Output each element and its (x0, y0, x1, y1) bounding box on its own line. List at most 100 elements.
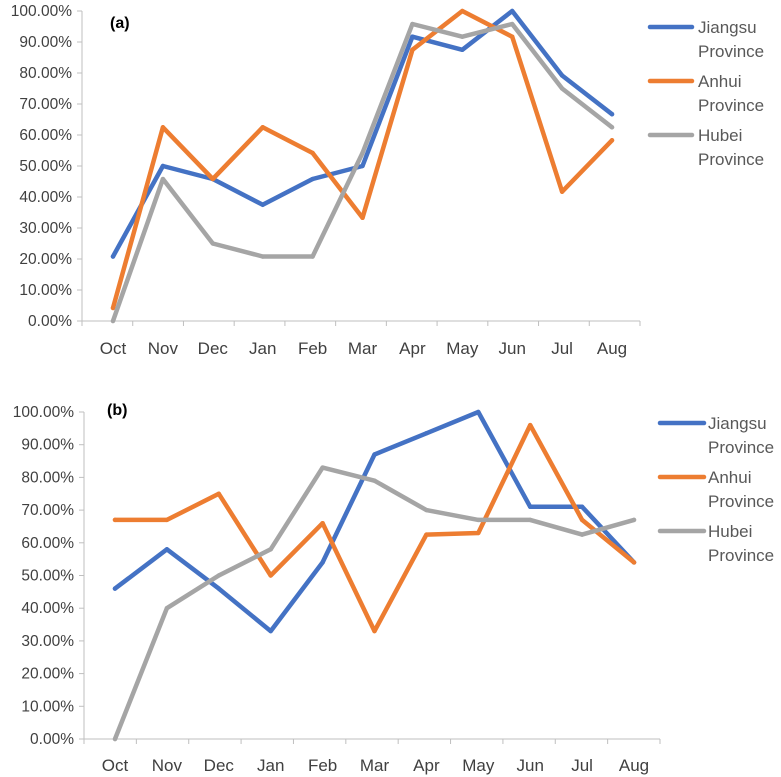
data-point (579, 517, 585, 523)
chart-panel-b: 0.00% 10.00% 20.00% 30.00% 40.00% 50.00% 60.00… (13, 402, 774, 775)
y-tick-label: 10.00% (19, 282, 72, 299)
x-tick-label: Feb (308, 756, 337, 775)
data-point (559, 73, 565, 78)
data-point (310, 254, 315, 259)
y-tick-label: 90.00% (19, 34, 72, 51)
x-tick-label: Jul (551, 339, 573, 358)
x-tick-label: Jun (498, 339, 525, 358)
panel-label: (b) (107, 402, 127, 419)
x-tick-label: Aug (619, 756, 649, 775)
data-point (210, 176, 215, 182)
y-tick-label: 10.00% (21, 698, 74, 715)
data-point (424, 431, 429, 436)
data-point (460, 8, 465, 14)
y-tick-label: 100.00% (11, 3, 72, 20)
data-point (410, 21, 415, 27)
data-point (631, 517, 637, 523)
data-point (216, 491, 221, 496)
data-point (360, 163, 365, 169)
x-tick-label: May (446, 339, 479, 358)
chart-panel-a: 0.00% 10.00% 20.00% 30.00% 40.00% 50.00% 60.00… (11, 3, 764, 358)
data-point (609, 125, 615, 130)
y-tick-label: 40.00% (21, 600, 74, 617)
data-point (510, 8, 515, 14)
data-point (559, 86, 565, 91)
y-tick-label: 80.00% (21, 469, 74, 486)
legend: Jiangsu Province Anhui Province Hubei Provinc… (647, 18, 764, 169)
data-point (579, 504, 585, 510)
x-tick-label: Nov (148, 339, 179, 358)
y-tick-label: 0.00% (30, 731, 74, 748)
y-tick-label: 70.00% (19, 96, 72, 113)
legend-label: Province (698, 150, 764, 169)
data-point (310, 176, 315, 182)
data-point (360, 215, 365, 220)
data-point (310, 150, 315, 156)
legend: Jiangsu Province Anhui Province Hubei Provinc… (657, 414, 774, 565)
data-point (528, 504, 533, 510)
y-tick-label: 80.00% (19, 65, 72, 82)
data-point (320, 520, 325, 526)
legend-label: Province (708, 546, 774, 565)
y-tick-label: 90.00% (21, 437, 74, 454)
panel-label: (a) (110, 15, 130, 32)
data-point (110, 254, 116, 259)
x-tick-label: Apr (413, 756, 440, 775)
legend-label: Anhui (698, 72, 741, 91)
data-point (160, 176, 166, 182)
x-tick-label: Dec (198, 339, 229, 358)
data-point (112, 736, 118, 742)
y-tick-label: 60.00% (21, 535, 74, 552)
y-tick-label: 30.00% (19, 220, 72, 237)
data-point (164, 517, 170, 523)
y-tick-label: 40.00% (19, 189, 72, 206)
data-point (609, 112, 615, 117)
data-point (372, 628, 377, 634)
x-tick-label: Dec (204, 756, 235, 775)
data-point (260, 202, 265, 207)
y-tick-label: 70.00% (21, 502, 74, 519)
data-point (268, 628, 273, 634)
series-line-jiangsu-province (112, 409, 637, 634)
data-point (268, 573, 273, 578)
legend-label: Province (698, 42, 764, 61)
data-point (372, 452, 377, 457)
legend-label: Province (708, 492, 774, 511)
data-point (110, 305, 116, 311)
data-point (112, 586, 118, 591)
legend-label: Jiangsu (698, 18, 757, 37)
x-tick-label: Jan (249, 339, 276, 358)
data-point (320, 560, 325, 565)
data-point (268, 547, 273, 552)
legend-label: Anhui (708, 468, 751, 487)
y-tick-label: 50.00% (21, 568, 74, 585)
data-point (216, 573, 221, 578)
x-tick-label: Jul (571, 756, 593, 775)
data-point (410, 34, 415, 39)
data-point (112, 517, 118, 523)
x-tick-label: Apr (399, 339, 426, 358)
x-tick-label: Aug (597, 339, 627, 358)
data-point (460, 47, 465, 52)
x-tick-label: Feb (298, 339, 327, 358)
data-point (260, 125, 265, 130)
data-point (424, 532, 429, 537)
legend-label: Province (708, 438, 774, 457)
data-point (510, 34, 515, 39)
y-tick-label: 60.00% (19, 127, 72, 144)
x-tick-label: Mar (348, 339, 378, 358)
data-point (609, 138, 615, 143)
legend-label: Jiangsu (708, 414, 767, 433)
data-point (410, 47, 415, 52)
y-tick-label: 0.00% (28, 313, 72, 330)
data-point (631, 560, 637, 565)
data-point (510, 21, 515, 27)
data-point (160, 125, 166, 130)
data-point (579, 532, 585, 537)
data-point (260, 254, 265, 259)
x-tick-label: Jun (516, 756, 543, 775)
data-point (528, 517, 533, 523)
data-point (559, 189, 565, 194)
x-tick-label: Oct (100, 339, 127, 358)
x-tick-label: Jan (257, 756, 284, 775)
